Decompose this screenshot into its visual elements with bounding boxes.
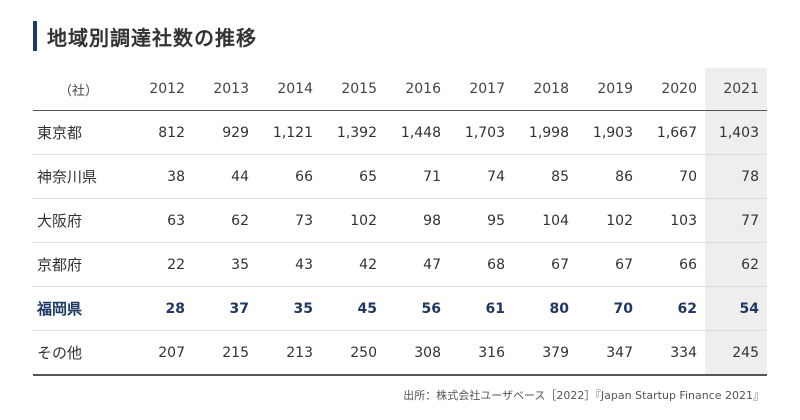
- table-cell: 102: [321, 198, 385, 243]
- table-cell: 63: [129, 198, 193, 243]
- table-cell: 44: [193, 154, 257, 199]
- table-cell: 334: [641, 330, 705, 376]
- data-table: （社） 2012 2013 2014 2015 2016 2017 2018 2019 2020…: [33, 68, 767, 376]
- table-cell: 1,667: [641, 110, 705, 155]
- table-cell: 95: [449, 198, 513, 243]
- table-cell: 54: [705, 286, 767, 331]
- table-row: その他 207 215 213 250 308 316 379 347 334 245: [33, 330, 767, 376]
- table-cell: 47: [385, 242, 449, 287]
- table-cell: 347: [577, 330, 641, 376]
- table-cell: 71: [385, 154, 449, 199]
- table-cell: 45: [321, 286, 385, 331]
- table-cell: 66: [257, 154, 321, 199]
- column-header-2020: 2020: [641, 68, 705, 111]
- table-row: 神奈川県 38 44 66 65 71 74 85 86 70 78: [33, 154, 767, 199]
- column-header-2015: 2015: [321, 68, 385, 111]
- table-cell: 37: [193, 286, 257, 331]
- title-block: 地域別調達社数の推移: [33, 21, 257, 51]
- table-cell: 80: [513, 286, 577, 331]
- table-body: 東京都 812 929 1,121 1,392 1,448 1,703 1,998 1,903 1…: [33, 110, 767, 376]
- table-row: 東京都 812 929 1,121 1,392 1,448 1,703 1,998 1,903 1…: [33, 110, 767, 155]
- table-cell: 56: [385, 286, 449, 331]
- row-label: 大阪府: [33, 198, 129, 243]
- table-cell: 1,121: [257, 110, 321, 155]
- table-cell: 85: [513, 154, 577, 199]
- table-cell: 1,998: [513, 110, 577, 155]
- column-header-2021: 2021: [705, 68, 767, 111]
- table-cell: 213: [257, 330, 321, 376]
- table-cell: 62: [193, 198, 257, 243]
- table-cell: 74: [449, 154, 513, 199]
- row-label: 東京都: [33, 110, 129, 155]
- table-cell: 86: [577, 154, 641, 199]
- table-cell: 1,403: [705, 110, 767, 155]
- table-cell: 22: [129, 242, 193, 287]
- table-cell: 28: [129, 286, 193, 331]
- table-cell: 35: [257, 286, 321, 331]
- column-header-2016: 2016: [385, 68, 449, 111]
- table-cell: 35: [193, 242, 257, 287]
- table-row: 福岡県 28 37 35 45 56 61 80 70 62 54: [33, 286, 767, 331]
- table-cell: 78: [705, 154, 767, 199]
- table-cell: 38: [129, 154, 193, 199]
- table-cell: 77: [705, 198, 767, 243]
- table-cell: 245: [705, 330, 767, 376]
- table-cell: 62: [641, 286, 705, 331]
- table-cell: 102: [577, 198, 641, 243]
- row-label: 福岡県: [33, 286, 129, 331]
- title-accent-bar: [33, 21, 37, 51]
- table-cell: 62: [705, 242, 767, 287]
- table-cell: 68: [449, 242, 513, 287]
- table-cell: 73: [257, 198, 321, 243]
- table-cell: 1,448: [385, 110, 449, 155]
- column-header-2018: 2018: [513, 68, 577, 111]
- table-cell: 98: [385, 198, 449, 243]
- table-cell: 70: [577, 286, 641, 331]
- table-cell: 308: [385, 330, 449, 376]
- table-cell: 65: [321, 154, 385, 199]
- table-cell: 207: [129, 330, 193, 376]
- table-cell: 66: [641, 242, 705, 287]
- table-cell: 1,903: [577, 110, 641, 155]
- table-cell: 61: [449, 286, 513, 331]
- table-cell: 67: [577, 242, 641, 287]
- table-row: 京都府 22 35 43 42 47 68 67 67 66 62: [33, 242, 767, 287]
- table-cell: 379: [513, 330, 577, 376]
- chart-title: 地域別調達社数の推移: [47, 25, 257, 50]
- unit-label: （社）: [33, 68, 129, 111]
- table-cell: 67: [513, 242, 577, 287]
- table-cell: 929: [193, 110, 257, 155]
- table-row: 大阪府 63 62 73 102 98 95 104 102 103 77: [33, 198, 767, 243]
- table-cell: 812: [129, 110, 193, 155]
- table-cell: 42: [321, 242, 385, 287]
- row-label: 神奈川県: [33, 154, 129, 199]
- table-cell: 215: [193, 330, 257, 376]
- table-cell: 70: [641, 154, 705, 199]
- table-cell: 250: [321, 330, 385, 376]
- header-row: （社） 2012 2013 2014 2015 2016 2017 2018 2019 2020…: [33, 68, 767, 111]
- column-header-2013: 2013: [193, 68, 257, 111]
- column-header-2012: 2012: [129, 68, 193, 111]
- column-header-2017: 2017: [449, 68, 513, 111]
- source-note: 出所：株式会社ユーザベース［2022］『Japan Startup Financ…: [403, 389, 764, 402]
- table-cell: 1,703: [449, 110, 513, 155]
- row-label: 京都府: [33, 242, 129, 287]
- table-cell: 104: [513, 198, 577, 243]
- table-cell: 43: [257, 242, 321, 287]
- table-cell: 103: [641, 198, 705, 243]
- table-cell: 316: [449, 330, 513, 376]
- table-cell: 1,392: [321, 110, 385, 155]
- column-header-2019: 2019: [577, 68, 641, 111]
- row-label: その他: [33, 330, 129, 376]
- column-header-2014: 2014: [257, 68, 321, 111]
